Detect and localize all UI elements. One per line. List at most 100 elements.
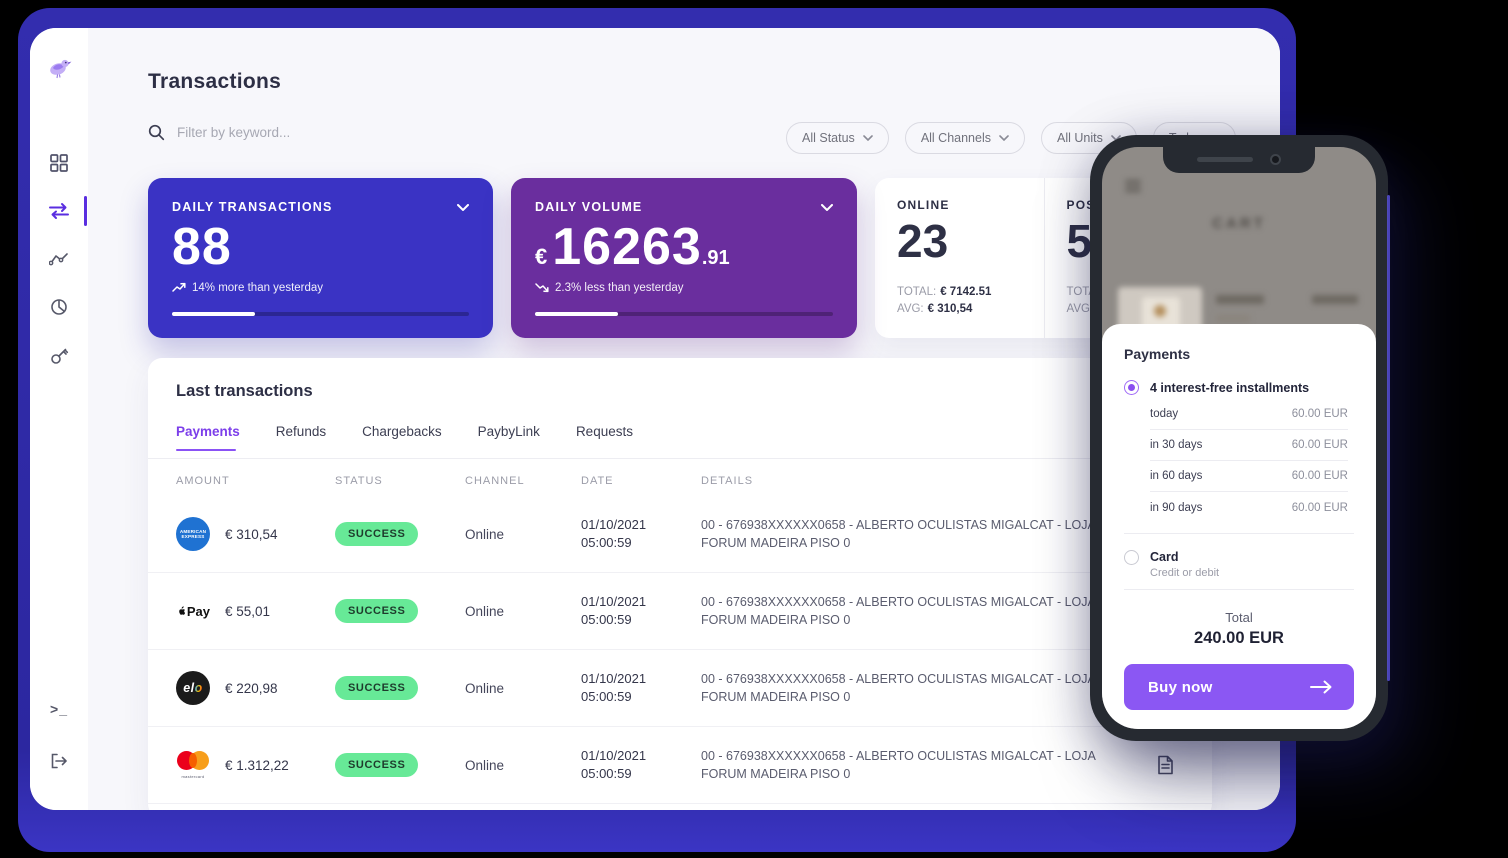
date-cell: 01/10/2021 05:00:59 [581,748,647,781]
sidebar: >_ [30,28,88,810]
online-total-label: TOTAL: [897,286,937,298]
daily-transactions-value: 88 [172,218,232,276]
radio-unselected-icon[interactable] [1124,550,1139,565]
installments-option[interactable]: 4 interest-free installments [1124,380,1354,395]
key-icon [50,348,68,364]
table-header: AMOUNT STATUS CHANNEL DATE DETAILS [148,466,1212,496]
table-row[interactable]: AMERICAN EXPRESS € 310,54 SUCCESS Online… [148,496,1212,573]
card-option[interactable]: Card Credit or debit [1124,550,1354,579]
daily-volume-progress [535,312,833,316]
brand-logo [45,54,73,87]
amount-cell: € 55,01 [225,603,271,619]
daily-transactions-label: DAILY TRANSACTIONS [172,200,333,214]
cart-title: CART [1212,215,1266,232]
filter-status-label: All Status [802,131,855,145]
daily-volume-trend: 2.3% less than yesterday [555,281,684,294]
phone-screen: CART Payments 4 interest-free installmen… [1102,147,1376,729]
hamburger-menu-icon [1125,180,1141,195]
schedule-row: in 60 days 60.00 EUR [1150,461,1348,492]
col-channel: CHANNEL [465,475,525,487]
chevron-down-icon [863,135,873,141]
installment-schedule: today 60.00 EUR in 30 days 60.00 EUR in … [1150,399,1348,523]
schedule-row: in 30 days 60.00 EUR [1150,430,1348,461]
online-avg-label: AVG: [897,303,924,315]
logout-icon [51,753,67,769]
total-label: Total [1225,610,1253,625]
bird-logo-icon [50,59,72,79]
divider [1124,589,1354,590]
transactions-arrows-icon [49,203,69,219]
sidebar-nav [30,139,88,379]
col-date: DATE [581,475,614,487]
daily-volume-value: € 16263 .91 [535,218,730,276]
schedule-row: today 60.00 EUR [1150,399,1348,430]
channel-cell: Online [465,526,505,542]
receipt-button[interactable] [1152,752,1178,778]
cart-item-variant-bar [1216,315,1250,322]
details-cell: 00 - 676938XXXXXX0658 - ALBERTO OCULISTA… [701,595,1096,627]
status-badge: SUCCESS [335,599,419,623]
sidebar-bottom: >_ [30,694,88,776]
amount-cell: € 220,98 [225,680,278,696]
amex-logo-icon: AMERICAN EXPRESS [176,517,210,551]
pos-value: 5 [1066,215,1093,267]
table-body: AMERICAN EXPRESS € 310,54 SUCCESS Online… [148,496,1212,804]
cart-item-name-bar [1216,295,1264,304]
tab-paybylink[interactable]: PaybyLink [477,424,540,439]
chevron-down-icon[interactable] [821,203,833,211]
tab-chargebacks[interactable]: Chargebacks [362,424,442,439]
sidebar-item-transactions[interactable] [30,187,88,235]
sidebar-item-dashboard[interactable] [30,139,88,187]
daily-volume-card: DAILY VOLUME € 16263 .91 2.3% less than … [511,178,857,338]
search-icon [148,124,165,141]
tabs-divider [148,458,1212,459]
page-title: Transactions [148,70,282,93]
elo-logo-icon: elo [176,671,210,705]
phone-speaker [1197,157,1253,162]
buy-now-button[interactable]: Buy now [1124,664,1354,710]
sidebar-item-reports[interactable] [30,283,88,331]
sidebar-item-terminal[interactable]: >_ [30,694,88,724]
terminal-icon: >_ [50,701,68,717]
date-cell: 01/10/2021 05:00:59 [581,671,647,704]
filter-channels-dropdown[interactable]: All Channels [904,122,1025,154]
tab-requests[interactable]: Requests [575,424,633,439]
pos-avg-label: AVG: [1066,303,1094,315]
amount-cell: € 1.312,22 [225,757,289,773]
radio-selected-icon[interactable] [1124,380,1139,395]
phone-mockup: CART Payments 4 interest-free installmen… [1090,135,1390,741]
sidebar-item-access-keys[interactable] [30,331,88,379]
sidebar-item-analytics[interactable] [30,235,88,283]
channel-cell: Online [465,603,505,619]
table-row[interactable]: mastercard € 1.312,22 SUCCESS Online 01/… [148,727,1212,804]
card-option-label: Card [1150,550,1179,564]
online-total-value: € 7142.51 [940,286,992,298]
sidebar-item-logout[interactable] [30,746,88,776]
details-cell: 00 - 676938XXXXXX0658 - ALBERTO OCULISTA… [701,672,1096,704]
schedule-row: in 90 days 60.00 EUR [1150,501,1348,514]
active-nav-indicator [84,196,87,226]
tab-payments[interactable]: Payments [176,424,240,451]
chevron-down-icon[interactable] [457,203,469,211]
search-input[interactable] [177,125,427,140]
table-row[interactable]: elo € 220,98 SUCCESS Online 01/10/2021 0… [148,650,1212,727]
col-details: DETAILS [701,475,754,487]
phone-camera-icon [1270,154,1281,165]
filter-status-dropdown[interactable]: All Status [786,122,889,154]
online-label: ONLINE [897,198,950,212]
table-row[interactable]: Pay € 55,01 SUCCESS Online 01/10/2021 05… [148,573,1212,650]
channel-cell: Online [465,757,505,773]
phone-notch [1163,147,1315,173]
pos-label: POS [1066,198,1096,212]
daily-transactions-trend: 14% more than yesterday [192,281,324,294]
trend-up-icon [172,282,186,292]
status-badge: SUCCESS [335,753,419,777]
search-bar [148,124,427,141]
date-cell: 01/10/2021 05:00:59 [581,594,647,627]
status-badge: SUCCESS [335,522,419,546]
tab-refunds[interactable]: Refunds [275,424,327,439]
filter-units-label: All Units [1057,131,1103,145]
arrow-right-icon [1310,680,1332,694]
installments-option-label: 4 interest-free installments [1150,380,1310,395]
line-chart-icon [49,253,68,266]
